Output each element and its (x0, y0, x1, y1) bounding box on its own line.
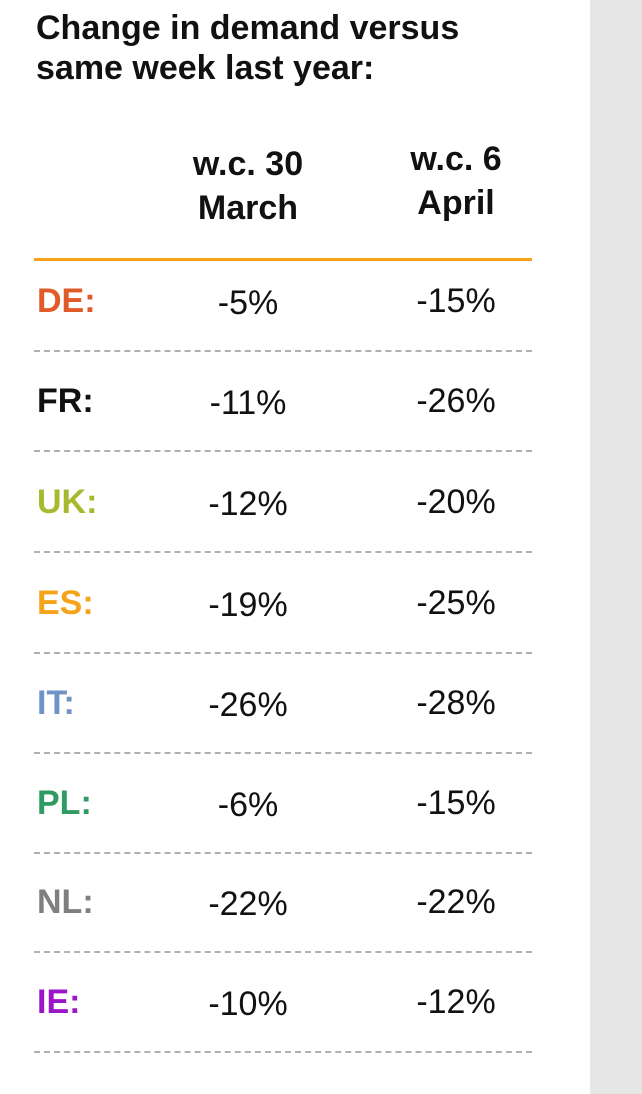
country-label: PL: (37, 784, 92, 822)
country-label: DE: (37, 282, 96, 320)
row-divider (34, 752, 532, 754)
value-wc-6-april: -15% (416, 282, 496, 320)
value-wc-30-march: -12% (208, 485, 288, 523)
table-row: UK: -12% -20% (0, 466, 590, 566)
value-wc-6-april: -25% (416, 584, 496, 622)
row-divider (34, 652, 532, 654)
row-divider (34, 1051, 532, 1053)
row-divider (34, 951, 532, 953)
row-divider (34, 551, 532, 553)
value-wc-30-march: -26% (208, 686, 288, 724)
value-wc-6-april: -12% (416, 983, 496, 1021)
value-wc-6-april: -26% (416, 382, 496, 420)
row-divider (34, 450, 532, 452)
value-wc-30-march: -11% (209, 384, 287, 422)
table-row: ES: -19% -25% (0, 567, 590, 667)
country-label: IE: (37, 983, 81, 1021)
country-label: IT: (37, 684, 75, 722)
table-title: Change in demand versus same week last y… (36, 9, 460, 87)
value-wc-30-march: -10% (208, 985, 288, 1023)
value-wc-30-march: -5% (217, 284, 279, 322)
value-wc-30-march: -19% (208, 586, 288, 624)
column-header-wc-6-april: w.c. 6 April (410, 140, 502, 222)
country-label: NL: (37, 883, 94, 921)
table-row: IT: -26% -28% (0, 667, 590, 767)
country-label: UK: (37, 483, 98, 521)
table-row: DE: -5% -15% (0, 265, 590, 365)
value-wc-6-april: -22% (416, 883, 496, 921)
value-wc-30-march: -22% (208, 885, 288, 923)
column-header-wc-30-march: w.c. 30 March (192, 145, 304, 227)
table-row: IE: -10% -12% (0, 966, 590, 1066)
table-row: PL: -6% -15% (0, 767, 590, 867)
header-divider (34, 258, 532, 261)
value-wc-6-april: -15% (416, 784, 496, 822)
value-wc-6-april: -20% (416, 483, 496, 521)
value-wc-6-april: -28% (416, 684, 496, 722)
row-divider (34, 852, 532, 854)
row-divider (34, 350, 532, 352)
table-row: NL: -22% -22% (0, 866, 590, 966)
value-wc-30-march: -6% (217, 786, 279, 824)
country-label: FR: (37, 382, 94, 420)
side-panel (590, 0, 642, 1094)
table-row: FR: -11% -26% (0, 365, 590, 465)
country-label: ES: (37, 584, 94, 622)
